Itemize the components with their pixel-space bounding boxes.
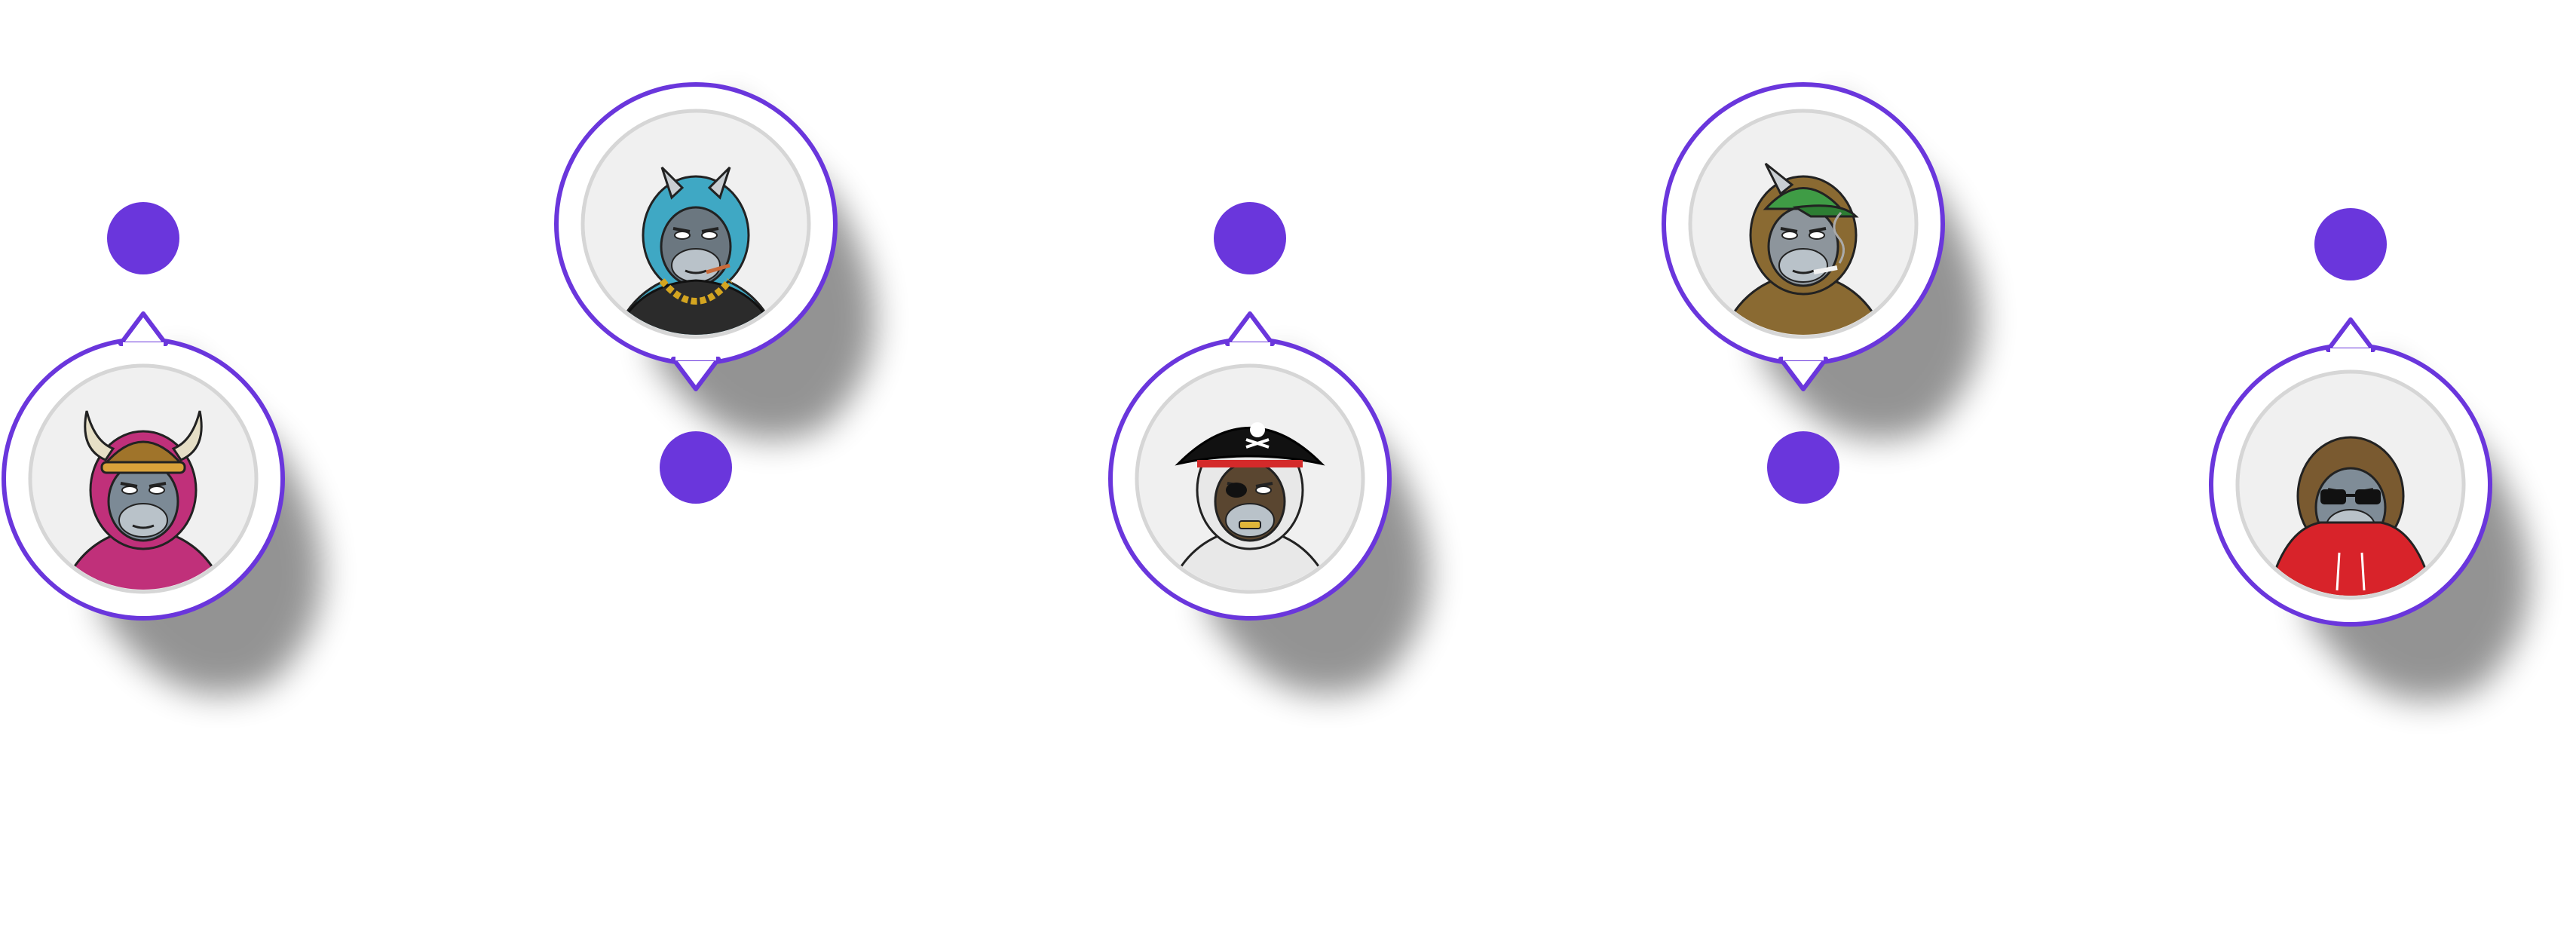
- pointer-up-icon: [2326, 317, 2375, 352]
- timeline-dot[interactable]: [1767, 431, 1839, 504]
- timeline-dot[interactable]: [1214, 202, 1286, 274]
- timeline-dot[interactable]: [107, 202, 179, 274]
- node-hoodie-ape[interactable]: [2209, 208, 2492, 627]
- node-cap-ape[interactable]: [1662, 82, 1945, 504]
- pointer-up-icon: [118, 311, 168, 346]
- node-blue-ape[interactable]: [554, 82, 838, 504]
- node-viking-ape[interactable]: [2, 202, 285, 621]
- node-pirate-ape[interactable]: [1108, 202, 1392, 621]
- pointer-up-icon: [1225, 311, 1275, 346]
- timeline-dot[interactable]: [660, 431, 732, 504]
- timeline-dot[interactable]: [2314, 208, 2387, 280]
